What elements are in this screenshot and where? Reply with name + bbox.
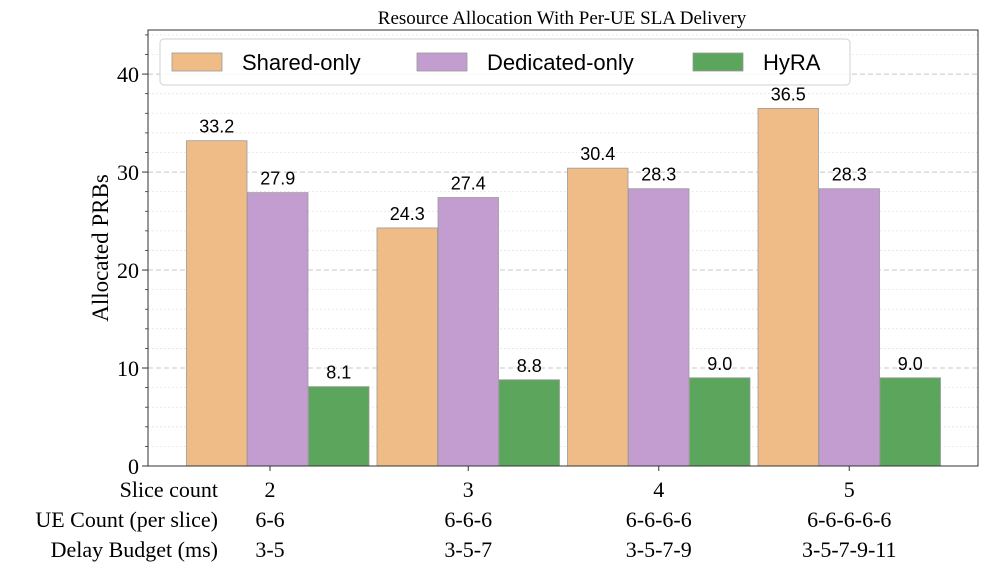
category-value: 6-6-6 — [444, 507, 492, 532]
bar-shared-only — [757, 107, 819, 467]
category-value: 3-5-7-9 — [626, 537, 692, 562]
category-row-label: Delay Budget (ms) — [51, 537, 218, 562]
legend-label: Dedicated-only — [487, 50, 634, 75]
data-label: 36.5 — [771, 84, 806, 104]
data-label: 24.3 — [390, 204, 425, 224]
data-label: 33.2 — [199, 117, 234, 137]
category-row-label: UE Count (per slice) — [35, 507, 218, 532]
y-axis-label: Allocated PRBs — [88, 174, 113, 322]
category-value: 6-6 — [255, 507, 284, 532]
category-value: 3-5 — [255, 537, 284, 562]
data-label: 28.3 — [832, 165, 867, 185]
category-value: 6-6-6-6-6 — [807, 507, 891, 532]
plot-frame — [147, 29, 979, 467]
bar-dedicated-only — [628, 188, 690, 467]
y-axis: 0 10 20 30 40 — [117, 34, 148, 479]
chart-title: Resource Allocation With Per-UE SLA Deli… — [378, 8, 747, 29]
y-tick-label: 20 — [117, 258, 139, 283]
legend-label: Shared-only — [242, 50, 361, 75]
bar-shared-only — [376, 227, 438, 467]
bar-hyra — [308, 386, 370, 467]
y-tick-label: 40 — [117, 62, 139, 87]
bar-hyra — [498, 379, 560, 467]
data-label: 8.8 — [517, 356, 542, 376]
data-label: 9.0 — [898, 354, 923, 374]
legend-swatch — [416, 52, 468, 72]
category-value: 3 — [463, 477, 474, 502]
data-label: 9.0 — [707, 354, 732, 374]
bar-dedicated-only — [247, 192, 309, 467]
bar-shared-only — [186, 140, 248, 467]
bar-shared-only — [567, 167, 629, 467]
category-value: 3-5-7 — [444, 537, 492, 562]
data-label: 30.4 — [580, 144, 615, 164]
y-tick-label: 0 — [128, 454, 139, 479]
bars — [186, 107, 941, 467]
data-label: 27.9 — [260, 169, 295, 189]
legend-swatch — [171, 52, 223, 72]
legend: Shared-only Dedicated-only HyRA — [159, 38, 851, 86]
category-value: 2 — [265, 477, 276, 502]
data-label: 28.3 — [641, 165, 676, 185]
legend-swatch — [692, 52, 744, 72]
category-value: 3-5-7-9-11 — [802, 537, 897, 562]
bar-hyra — [689, 377, 751, 467]
data-labels: 33.2 27.9 8.1 24.3 27.4 8.8 30.4 28.3 9.0 36.5 28.… — [199, 84, 923, 382]
x-category-table: Slice count 2 3 4 5 UE Count (per slice) 6-6 6-… — [35, 466, 897, 562]
data-label: 27.4 — [451, 174, 486, 194]
y-tick-label: 30 — [117, 160, 139, 185]
category-row-label: Slice count — [120, 477, 218, 502]
bar-dedicated-only — [437, 197, 499, 467]
bar-hyra — [879, 377, 941, 467]
bar-dedicated-only — [818, 188, 880, 467]
y-tick-label: 10 — [117, 356, 139, 381]
data-label: 8.1 — [326, 363, 351, 383]
category-value: 6-6-6-6 — [626, 507, 692, 532]
category-value: 4 — [653, 477, 664, 502]
legend-label: HyRA — [763, 50, 821, 75]
legend-box — [159, 38, 851, 86]
category-value: 5 — [844, 477, 855, 502]
